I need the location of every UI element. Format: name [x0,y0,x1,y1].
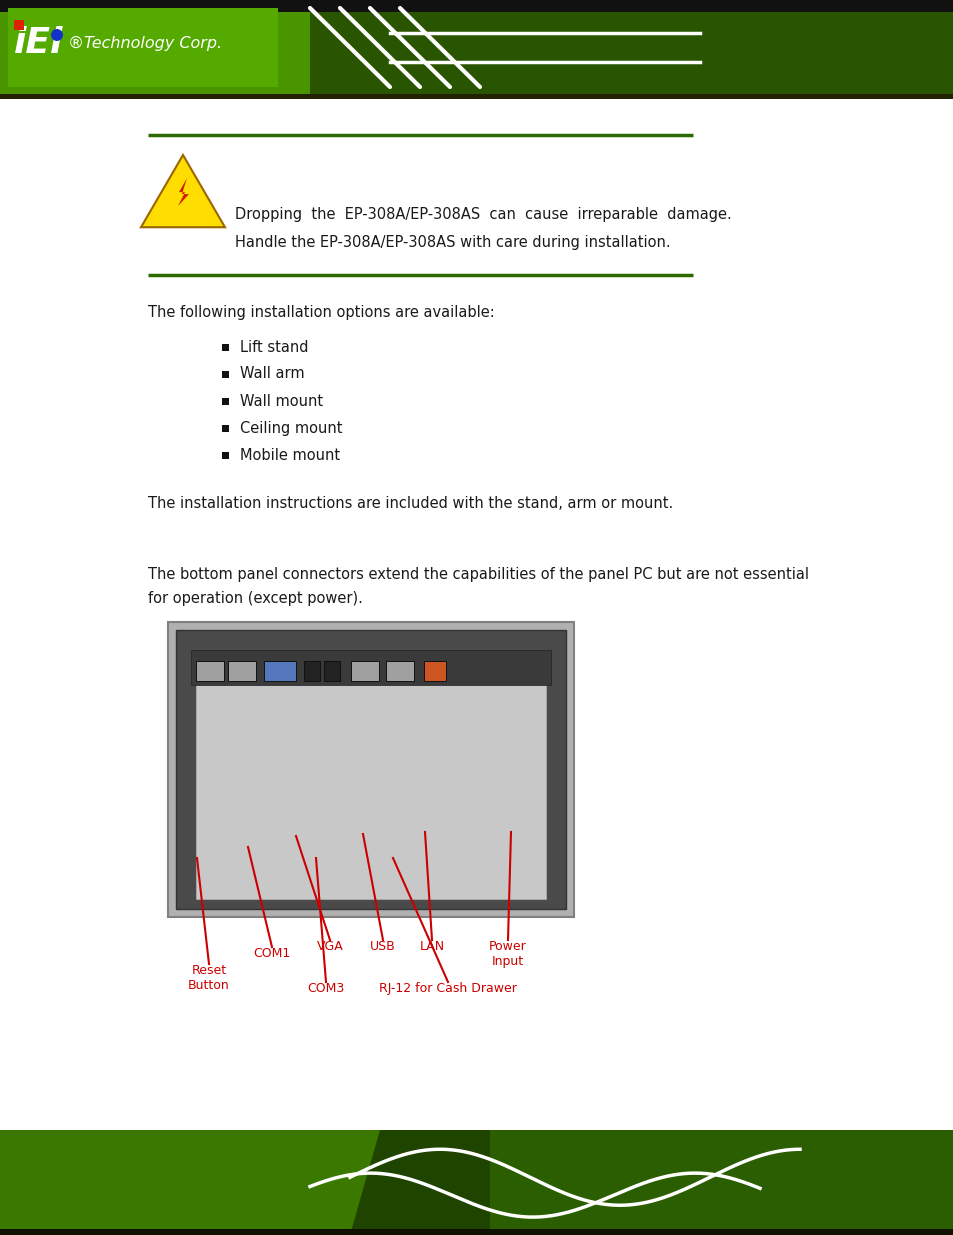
Bar [0,0,953,12]
Text: ®Technology Corp.: ®Technology Corp. [68,36,222,51]
Bar [228,661,255,680]
Text: for operation (except power).: for operation (except power). [148,592,362,606]
Bar [195,661,224,680]
Bar [324,661,339,680]
Text: VGA: VGA [316,940,343,953]
Bar [195,659,545,899]
Polygon shape [0,1130,379,1235]
Bar [14,20,24,30]
Bar [195,680,545,899]
Text: iEi: iEi [14,26,63,61]
Bar [222,425,229,431]
Bar [490,1130,953,1235]
Text: Ceiling mount: Ceiling mount [240,420,342,436]
Text: Wall arm: Wall arm [240,367,304,382]
Bar [0,0,310,95]
Bar [175,630,565,909]
Bar [351,661,378,680]
Text: Dropping  the  EP-308A/EP-308AS  can  cause  irreparable  damage.: Dropping the EP-308A/EP-308AS can cause … [234,207,731,222]
Text: Reset
Button: Reset Button [188,965,230,992]
Text: The installation instructions are included with the stand, arm or mount.: The installation instructions are includ… [148,495,673,510]
Text: Lift stand: Lift stand [240,340,308,354]
Polygon shape [141,156,225,227]
Text: Wall mount: Wall mount [240,394,323,409]
Text: The bottom panel connectors extend the capabilities of the panel PC but are not : The bottom panel connectors extend the c… [148,568,808,583]
Circle shape [51,28,63,41]
Bar [0,1229,953,1235]
Bar [222,398,229,405]
Bar [264,661,295,680]
Text: Power
Input: Power Input [489,940,526,968]
Text: COM1: COM1 [253,947,291,960]
Bar [0,1130,953,1235]
Polygon shape [178,178,189,206]
Text: The following installation options are available:: The following installation options are a… [148,305,495,320]
Bar [222,370,229,378]
Text: Handle the EP-308A/EP-308AS with care during installation.: Handle the EP-308A/EP-308AS with care du… [234,236,670,251]
Bar [222,452,229,458]
Text: LAN: LAN [419,940,444,953]
Bar [0,0,953,95]
Text: RJ-12 for Cash Drawer: RJ-12 for Cash Drawer [378,982,517,995]
Bar [8,7,277,86]
Bar [168,622,574,918]
Text: USB: USB [370,940,395,953]
Text: COM3: COM3 [307,982,344,995]
Bar [423,661,446,680]
Bar [0,94,953,99]
Bar [222,343,229,351]
Bar [304,661,319,680]
Bar [191,650,551,685]
Bar [386,661,414,680]
Text: Mobile mount: Mobile mount [240,447,340,462]
